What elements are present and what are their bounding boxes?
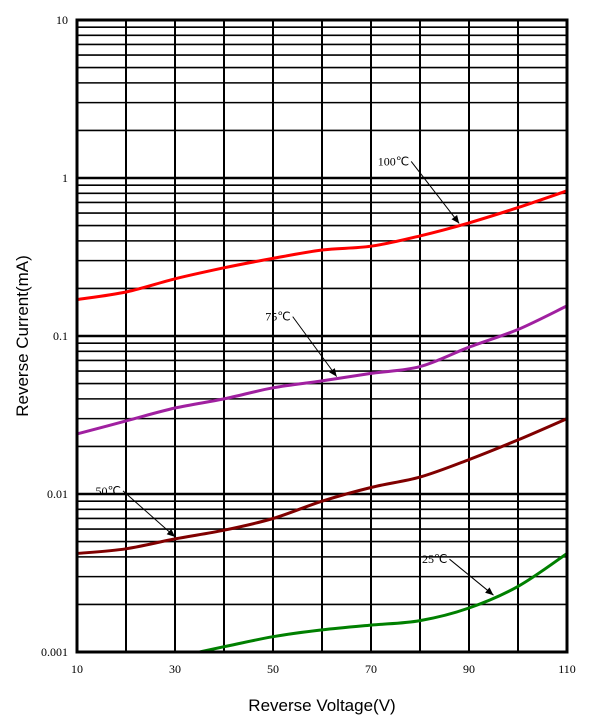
y-tick-label: 10 [56, 13, 68, 27]
annotation-arrow [410, 161, 460, 224]
x-tick-labels: 10 30 50 70 90 110 [71, 662, 576, 676]
y-tick-label: 0.01 [47, 487, 68, 501]
series-line-3 [198, 552, 569, 654]
annotations: 100℃ 75℃ 50℃ 25℃ [96, 154, 494, 596]
series-line-1 [75, 304, 569, 436]
annotation-arrowhead [166, 528, 175, 537]
x-tick-label: 70 [365, 662, 377, 676]
annotation-label: 100℃ [378, 154, 409, 168]
y-tick-label: 0.001 [41, 645, 68, 659]
annotation-label: 25℃ [422, 552, 447, 566]
annotation-arrow [449, 558, 494, 596]
annotation-arrow [292, 316, 338, 377]
x-tick-label: 90 [463, 662, 475, 676]
annotation-arrowhead [451, 215, 460, 224]
plot-frame [75, 18, 569, 654]
annotation-arrow [122, 490, 176, 538]
x-tick-label: 30 [169, 662, 181, 676]
y-tick-label: 1 [62, 171, 68, 185]
series-line-2 [75, 417, 569, 555]
x-axis-title: Reverse Voltage(V) [248, 696, 395, 715]
y-tick-label: 0.1 [53, 329, 68, 343]
annotation-arrowhead [329, 368, 337, 377]
annotation-label: 50℃ [96, 484, 121, 498]
series-lines [75, 189, 569, 654]
x-tick-label: 10 [71, 662, 83, 676]
y-tick-labels: 0.001 0.01 0.1 1 10 [41, 13, 68, 659]
series-line-0 [75, 189, 569, 302]
x-tick-label: 110 [558, 662, 576, 676]
grid [77, 20, 567, 652]
y-axis-title: Reverse Current(mA) [13, 255, 32, 417]
annotation-arrowhead [485, 587, 494, 596]
annotation-label: 75℃ [265, 310, 290, 324]
x-tick-label: 50 [267, 662, 279, 676]
